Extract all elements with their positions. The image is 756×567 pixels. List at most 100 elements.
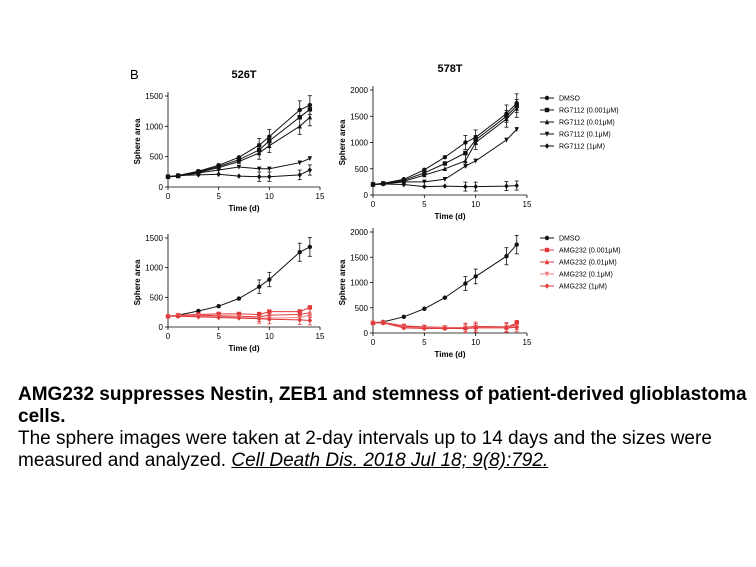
data-point — [297, 317, 302, 323]
y-tick-label: 1500 — [350, 112, 368, 121]
y-axis-title: Sphere area — [338, 119, 347, 165]
caption-title: AMG232 suppresses Nestin, ZEB1 and stemn… — [18, 384, 747, 427]
data-point — [473, 183, 478, 190]
data-point — [307, 102, 313, 108]
data-point — [257, 166, 262, 172]
data-point — [175, 172, 181, 179]
y-tick-label: 0 — [364, 191, 369, 200]
series-line — [167, 246, 311, 317]
legend-label: AMG232 (0.1μM) — [559, 272, 613, 279]
legend-marker — [544, 271, 550, 277]
data-point — [422, 183, 427, 190]
series-1 — [165, 237, 313, 319]
x-tick-label: 15 — [523, 338, 532, 347]
legend-label: AMG232 (0.001μM) — [559, 248, 621, 255]
legend-item: AMG232 (0.1μM) — [540, 272, 613, 279]
caption-body: The sphere images were taken at 2-day in… — [18, 428, 748, 472]
data-point — [370, 181, 376, 188]
y-tick-label: 2000 — [350, 228, 368, 237]
data-point — [401, 181, 406, 188]
data-point — [257, 150, 262, 156]
data-point — [381, 181, 386, 187]
data-point — [297, 123, 302, 129]
legend-item: RG7112 (1μM) — [540, 143, 605, 151]
data-point — [307, 114, 313, 120]
data-point — [463, 281, 468, 286]
x-tick-label: 10 — [471, 338, 480, 347]
x-tick-label: 5 — [216, 192, 221, 201]
series-2 — [370, 103, 519, 187]
legend-1: DMSO RG7112 (0.001μM) RG7112 (0.01μM) RG711… — [540, 96, 619, 151]
x-tick-label: 0 — [166, 332, 171, 341]
y-tick-label: 1500 — [350, 253, 368, 262]
legend-marker — [544, 131, 550, 137]
data-point — [257, 284, 262, 289]
data-point — [504, 325, 509, 331]
legend-marker — [544, 119, 550, 125]
x-tick-label: 15 — [316, 192, 325, 201]
data-point — [216, 304, 221, 309]
caption-citation-link[interactable]: Cell Death Dis. 2018 Jul 18; 9(8):792. — [231, 450, 549, 471]
data-point — [381, 320, 386, 326]
data-point — [267, 166, 272, 172]
data-point — [297, 172, 302, 178]
x-tick-label: 5 — [422, 338, 427, 347]
data-point — [422, 306, 427, 311]
data-point — [236, 164, 242, 170]
legend-2: DMSO AMG232 (0.001μM) AMG232 (0.01μM) AMG23… — [540, 236, 621, 291]
x-tick-label: 10 — [265, 192, 274, 201]
x-tick-label: 15 — [523, 200, 532, 209]
data-point — [422, 325, 427, 332]
y-tick-label: 0 — [159, 323, 164, 332]
data-point — [401, 325, 406, 331]
legend-item: RG7112 (0.01μM) — [540, 119, 615, 127]
legend-marker — [544, 259, 550, 265]
chart-3: 0 500 1000 1500 0 5 10 15 Time (d) Sphere area — [133, 234, 325, 353]
y-tick-label: 1500 — [145, 234, 163, 243]
data-point — [196, 314, 201, 320]
data-point — [307, 244, 313, 250]
legend-marker — [544, 235, 550, 241]
y-tick-label: 1000 — [350, 139, 368, 148]
legend-marker — [544, 107, 550, 113]
x-tick-label: 0 — [371, 338, 376, 347]
data-point — [514, 105, 519, 111]
y-tick-label: 500 — [150, 293, 164, 302]
chart-2: 578T 0 500 1000 1500 2000 0 5 10 15 Time (d) Sphere… — [338, 63, 532, 221]
data-point — [463, 325, 468, 332]
data-point — [307, 156, 313, 162]
data-point — [504, 116, 509, 122]
legend-label: RG7112 (0.1μM) — [559, 132, 611, 139]
y-tick-label: 0 — [364, 329, 369, 338]
legend-marker — [544, 283, 550, 289]
x-axis-title: Time (d) — [435, 212, 466, 221]
data-point — [463, 140, 468, 145]
x-tick-label: 5 — [422, 200, 427, 209]
x-axis-title: Time (d) — [229, 204, 260, 213]
series-line — [372, 102, 518, 185]
legend-label: DMSO — [559, 236, 581, 243]
data-point — [297, 160, 302, 166]
data-point — [267, 316, 272, 322]
data-point — [267, 173, 272, 180]
data-point — [257, 315, 262, 322]
y-tick-label: 1500 — [145, 92, 163, 101]
series-5 — [165, 313, 313, 326]
series-line — [372, 108, 518, 185]
data-point — [165, 173, 171, 180]
legend-marker — [544, 143, 550, 149]
x-tick-label: 10 — [265, 332, 274, 341]
y-tick-label: 1000 — [350, 279, 368, 288]
legend-label: RG7112 (1μM) — [559, 144, 605, 151]
legend-label: RG7112 (0.01μM) — [559, 120, 615, 127]
data-point — [216, 314, 221, 321]
x-axis-title: Time (d) — [435, 350, 466, 359]
y-tick-label: 2000 — [350, 86, 368, 95]
data-point — [514, 324, 519, 331]
data-point — [442, 155, 448, 160]
series-5 — [370, 180, 519, 192]
y-axis-title: Sphere area — [338, 259, 347, 305]
series-1 — [370, 234, 519, 326]
data-point — [442, 177, 448, 182]
series-5 — [165, 164, 313, 182]
